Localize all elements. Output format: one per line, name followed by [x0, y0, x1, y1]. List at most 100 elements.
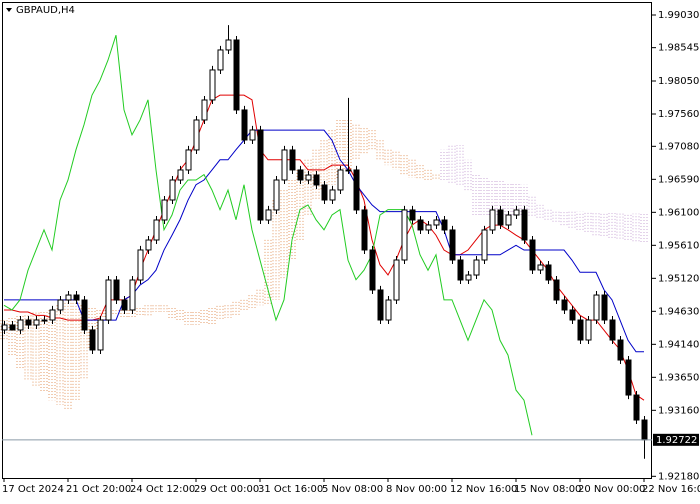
candle-body: [65, 294, 72, 301]
candle-body: [161, 199, 168, 221]
candle-body: [105, 279, 112, 321]
candle-body: [289, 149, 296, 171]
candle-body: [609, 319, 616, 341]
candle-body: [209, 69, 216, 101]
candle-body: [345, 169, 352, 172]
candle-body: [193, 119, 200, 151]
x-tick-label: 15 Nov 08:00: [514, 484, 581, 495]
candle-body: [577, 319, 584, 341]
candle-body: [569, 309, 576, 321]
candle-body: [329, 189, 336, 201]
candle-body: [641, 419, 648, 441]
y-tick-label: 1.99030: [658, 10, 699, 21]
candle-body: [449, 229, 456, 261]
candle-body: [473, 259, 480, 276]
candle-body: [17, 319, 24, 331]
x-tick-label: 21 Oct 20:00: [66, 484, 131, 495]
current-price-box: [653, 433, 699, 446]
y-tick-label: 1.98545: [658, 43, 699, 54]
candle-body: [617, 339, 624, 361]
candle-body: [521, 209, 528, 241]
candle-body: [249, 129, 256, 141]
x-tick-label: 20 Nov 00:00: [578, 484, 645, 495]
candle-body: [601, 294, 608, 321]
candle-body: [41, 319, 48, 322]
candle-body: [585, 319, 592, 341]
candle-body: [153, 219, 160, 241]
candle-body: [321, 184, 328, 201]
y-tick-label: 1.95120: [658, 273, 699, 284]
current-price-label: 1.92722: [656, 435, 697, 446]
candle-body: [113, 279, 120, 301]
y-tick-label: 1.96590: [658, 174, 699, 185]
plot-frame: [2, 2, 652, 479]
candle-body: [497, 209, 504, 226]
candle-body: [409, 209, 416, 221]
candle-body: [377, 289, 384, 321]
candle-body: [537, 264, 544, 271]
candle-body: [57, 299, 64, 311]
candle-body: [97, 319, 104, 351]
candle-body: [489, 209, 496, 231]
candle-body: [241, 109, 248, 141]
candle-body: [273, 179, 280, 211]
indicator-line: [3, 35, 533, 436]
candle-body: [305, 174, 312, 181]
candle-body: [313, 174, 320, 186]
y-tick-label: 1.93160: [658, 405, 699, 416]
chart-title: GBPAUD,H4: [16, 5, 75, 16]
candle-body: [225, 39, 232, 51]
candle-body: [433, 219, 440, 226]
candle-body: [121, 299, 128, 311]
candle-body: [457, 259, 464, 281]
candle-body: [401, 209, 408, 261]
candle-body: [217, 49, 224, 71]
candle-body: [129, 279, 136, 311]
candle-body: [81, 299, 88, 331]
plot-area: [0, 25, 648, 459]
candle-body: [393, 259, 400, 301]
candle-body: [369, 249, 376, 291]
candle-body: [169, 179, 176, 201]
y-tick-label: 1.96100: [658, 207, 699, 218]
candle-body: [465, 274, 472, 281]
candle-body: [505, 214, 512, 226]
candle-body: [593, 294, 600, 321]
x-tick-label: 12 Nov 16:00: [450, 484, 517, 495]
candle-body: [337, 169, 344, 191]
x-tick-label: 31 Oct 16:00: [258, 484, 323, 495]
candle-body: [145, 239, 152, 251]
candle-body: [137, 249, 144, 281]
y-tick-label: 1.97080: [658, 141, 699, 152]
candle-body: [265, 209, 272, 221]
candle-body: [553, 279, 560, 301]
y-tick-label: 1.93650: [658, 372, 699, 383]
x-tick-label: 29 Oct 00:00: [194, 484, 259, 495]
candle-body: [529, 239, 536, 271]
y-tick-label: 1.94140: [658, 339, 699, 350]
candle-body: [625, 359, 632, 396]
x-tick-label: 24 Oct 12:00: [130, 484, 195, 495]
candle-body: [385, 299, 392, 321]
x-tick-label: 8 Nov 00:00: [386, 484, 447, 495]
candle-body: [561, 299, 568, 311]
candle-body: [185, 149, 192, 171]
candle-body: [25, 319, 32, 326]
candle-body: [233, 39, 240, 111]
candle-body: [177, 169, 184, 181]
candle-body: [361, 209, 368, 251]
y-tick-label: 1.97560: [658, 109, 699, 120]
candle-body: [425, 224, 432, 231]
menu-triangle: [6, 8, 12, 12]
candle-body: [281, 149, 288, 181]
candle-body: [353, 169, 360, 211]
x-tick-label: 22 Nov 16:00: [642, 484, 700, 495]
candle-body: [257, 129, 264, 221]
candle-body: [201, 99, 208, 121]
candle-body: [417, 219, 424, 231]
candle-body: [633, 394, 640, 421]
candle-body: [89, 329, 96, 351]
candle-body: [441, 219, 448, 231]
